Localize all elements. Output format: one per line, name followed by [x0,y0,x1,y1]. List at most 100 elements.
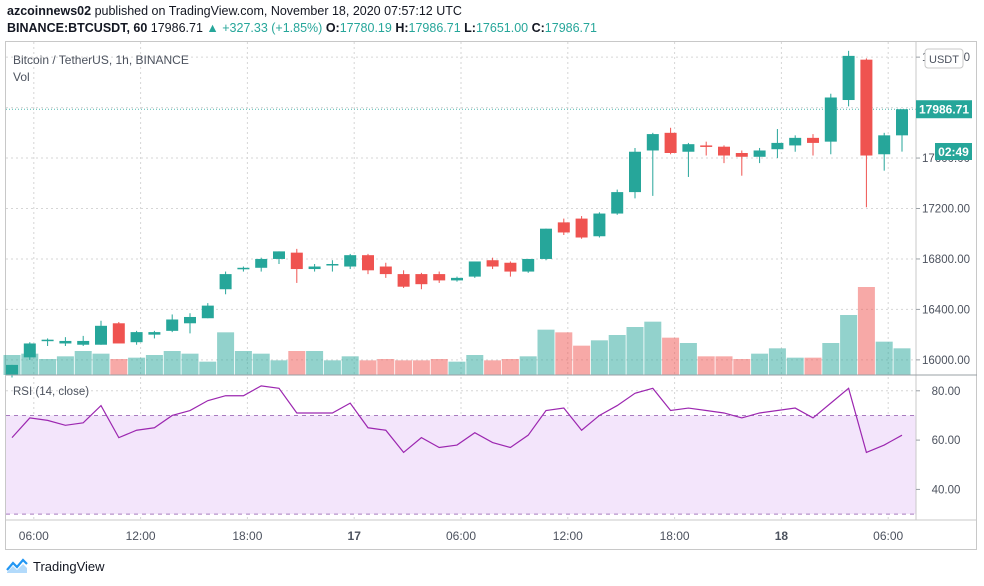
volume-bar [270,360,288,375]
volume-bar [110,359,128,375]
volume-bar [555,332,573,375]
volume-bar [341,356,359,375]
candle-body [6,364,18,375]
volume-bar [875,341,893,375]
volume-bar [199,361,217,375]
candle-body [23,343,36,358]
volume-bar [573,345,591,375]
price-tick-label: 16800.00 [922,254,970,266]
last-price: 17986.71 [150,21,203,35]
volume-bar [840,315,858,375]
volume-bar [252,353,270,375]
candle-body [486,260,499,267]
candle-body [415,274,428,285]
candle-body [166,319,179,331]
rsi-line [11,385,903,454]
currency-badge: USDT [929,54,959,66]
price-badge-box [916,100,972,119]
candle-body [397,274,410,287]
candle-body [362,255,374,271]
time-badge-box [935,143,972,160]
low-value: 17651.00 [475,21,529,35]
volume-bar [501,359,519,375]
volume-bar [697,356,715,375]
chart-frame [5,41,977,550]
candle-body [95,325,107,345]
candle-body [41,339,54,342]
volume-bar [234,351,252,375]
candle-body [379,266,392,275]
candle-body [59,340,72,344]
time-badge: 02:49 [938,145,969,159]
open-value: 17780.19 [339,21,392,35]
candle-body [824,97,837,142]
time-tick-label: 17 [348,529,362,543]
volume-bar [21,353,39,375]
volume-bar [217,332,235,375]
volume-bars [3,287,911,375]
volume-bar [804,357,822,375]
volume-bar [786,357,804,375]
tradingview-footer[interactable]: TradingView [6,558,105,574]
volume-bar [679,343,697,375]
candle-body [112,323,125,344]
candle-body [504,262,517,272]
author-name[interactable]: azcoinnews02 [7,4,92,18]
high-label: H: [395,21,409,35]
time-tick-label: 18 [775,529,789,543]
price-tick-label: 17200.00 [922,204,970,216]
time-tick-label: 06:00 [19,529,49,543]
rsi-tick-label: 80.00 [932,386,961,398]
candle-body [326,264,339,266]
volume-bar [626,327,644,375]
volume-bar [733,359,751,375]
candle-body [148,332,161,335]
currency-badge-box[interactable] [924,48,964,69]
close-label: C: [531,21,545,35]
candle-body [611,192,624,214]
volume-bar [893,348,911,375]
rsi-tick-label: 60.00 [932,435,961,447]
candle-body [468,261,481,277]
candle-body [344,255,357,267]
tradingview-brand: TradingView [33,558,105,574]
rsi-band-fill [6,415,916,515]
volume-bar [56,356,74,375]
volume-bar [751,353,769,375]
candle-body [308,266,321,270]
candle-body [807,137,819,143]
candle-body [77,340,90,345]
time-tick-label: 18:00 [660,529,690,543]
volume-bar [608,335,626,375]
candle-body [646,134,659,151]
time-tick-label: 12:00 [553,529,583,543]
candle-body [682,144,695,152]
legend-vol: Vol [13,70,30,84]
close-value: 17986.71 [544,21,597,35]
candle-body [557,222,570,233]
volume-bar [163,351,181,375]
price-tick-label: 16000.00 [922,355,970,367]
volume-bar [39,359,57,375]
candle-body [255,258,268,268]
candle-body [860,59,873,156]
volume-bar [448,361,466,375]
volume-bar [484,360,502,375]
volume-bar [74,351,92,375]
low-label: L: [464,21,476,35]
candle-body [771,142,784,150]
volume-bar [662,337,680,375]
volume-bar [323,360,341,375]
volume-bar [430,359,448,375]
candle-body [878,135,891,155]
volume-bar [822,343,840,375]
volume-bar [857,287,875,375]
candlesticks [6,50,908,378]
candle-body [575,218,588,238]
volume-bar [644,321,662,375]
candle-body [629,151,641,193]
candle-body [664,132,677,153]
candle-body [290,252,303,270]
volume-bar [92,353,110,375]
